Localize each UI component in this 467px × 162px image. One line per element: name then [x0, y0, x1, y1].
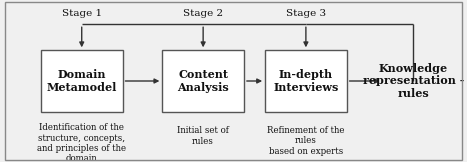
Text: Knowledge
representation -
rules: Knowledge representation - rules — [362, 63, 464, 99]
Text: Identification of the
structure, concepts,
and principles of the
domain: Identification of the structure, concept… — [37, 123, 126, 162]
Text: Stage 2: Stage 2 — [183, 9, 223, 18]
Text: Stage 1: Stage 1 — [62, 9, 102, 18]
Text: Content
Analysis: Content Analysis — [177, 69, 229, 93]
Text: Stage 3: Stage 3 — [286, 9, 326, 18]
Text: Domain
Metamodel: Domain Metamodel — [47, 69, 117, 93]
Text: Refinement of the
rules
based on experts: Refinement of the rules based on experts — [267, 126, 345, 156]
Bar — [41, 50, 122, 112]
Text: Initial set of
rules: Initial set of rules — [177, 126, 229, 146]
Bar — [265, 50, 347, 112]
Bar — [163, 50, 244, 112]
Text: In-depth
Interviews: In-depth Interviews — [273, 69, 339, 93]
